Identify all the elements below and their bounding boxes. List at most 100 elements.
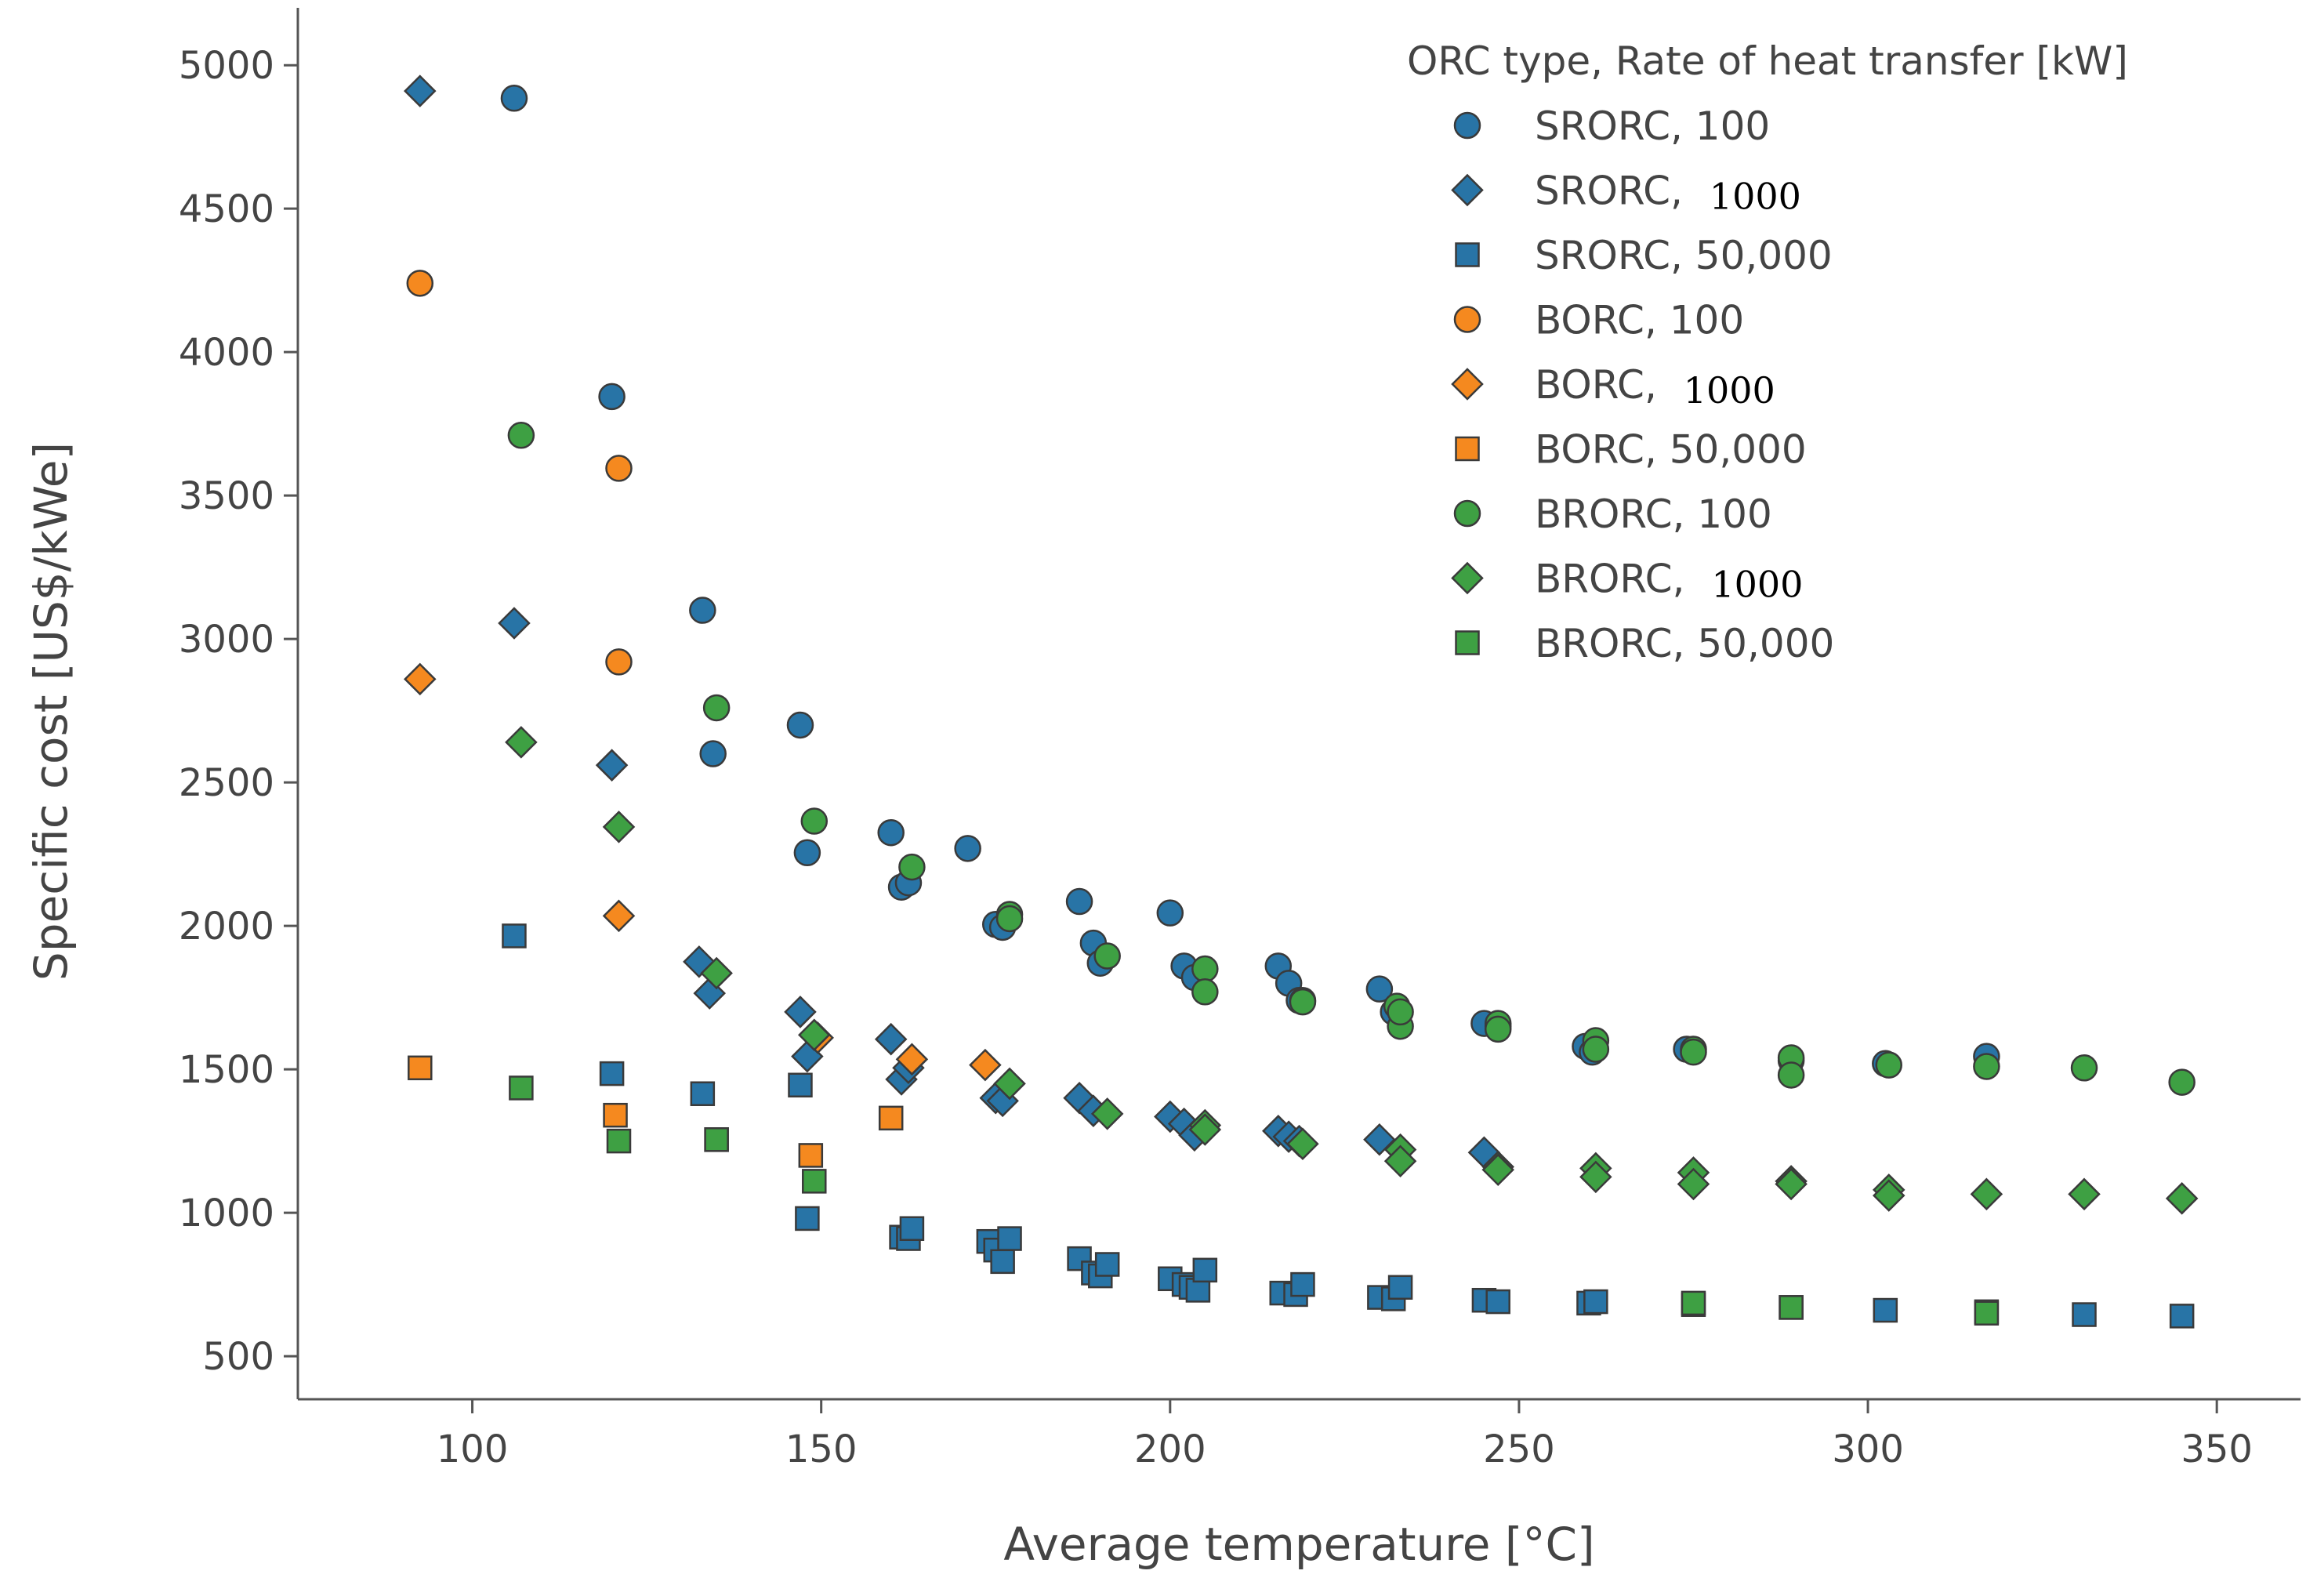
data-point [795, 1206, 820, 1231]
legend-marker [1453, 111, 1481, 140]
legend-item: BORC, 50,000 [1455, 427, 1807, 473]
legend-label-rate: 50,000 [1695, 233, 1833, 278]
data-point [1090, 1097, 1124, 1130]
legend-label-type: BRORC, [1535, 557, 1697, 602]
data-point [877, 818, 905, 847]
data-point [1974, 1300, 2000, 1326]
legend-item: SRORC, 50,000 [1455, 233, 1833, 278]
data-point [1290, 1271, 1315, 1297]
legend-label-rate: 1000 [1684, 369, 1775, 412]
legend-label-rate: 100 [1697, 491, 1771, 537]
data-point [595, 749, 629, 782]
data-point [1192, 1257, 1218, 1283]
data-point [690, 1081, 716, 1106]
legend-item: BRORC, 50,000 [1455, 621, 1834, 666]
data-point [990, 1249, 1015, 1275]
data-point [507, 422, 535, 449]
legend-label-rate: 50,000 [1697, 621, 1834, 666]
data-point [788, 1072, 813, 1098]
data-point [874, 1022, 908, 1056]
legend-item: SRORC, 1000 [1451, 169, 1801, 218]
data-point [1094, 1252, 1120, 1277]
data-point [784, 996, 817, 1028]
data-point [1156, 899, 1184, 927]
legend-label-rate: 50,000 [1670, 427, 1807, 473]
data-point [1188, 1113, 1222, 1146]
data-point [786, 711, 814, 739]
data-point [1485, 1289, 1510, 1315]
data-point [2072, 1302, 2097, 1327]
legend-label-type: BORC, [1535, 427, 1670, 473]
legend-label-rate: 1000 [1711, 564, 1803, 606]
y-axis-title: Specific cost [US$/kWe] [24, 442, 78, 981]
legend-marker [1451, 368, 1484, 401]
data-point [1779, 1295, 1804, 1320]
data-point [1875, 1051, 1903, 1079]
data-point [408, 1055, 433, 1081]
legend-label: BRORC, 100 [1535, 491, 1772, 537]
y-tick-label: 3000 [179, 618, 274, 662]
series-srorc-1000 [404, 74, 1501, 1170]
legend: ORC type, Rate of heat transfer [kW] SROR… [1407, 38, 2128, 666]
legend-label-type: SRORC, [1535, 169, 1695, 214]
data-points [404, 74, 2199, 1329]
data-point [689, 597, 716, 624]
data-point [898, 853, 926, 881]
legend-label: BRORC, 1000 [1535, 557, 1803, 606]
data-point [1191, 978, 1219, 1006]
legend-label: BORC, 100 [1535, 298, 1744, 343]
legend-marker [1451, 561, 1484, 595]
legend-label-type: SRORC, [1535, 233, 1695, 278]
legend-item: SRORC, 100 [1453, 103, 1770, 149]
y-tick-label: 5000 [179, 44, 274, 88]
y-tick-label: 2500 [179, 761, 274, 805]
legend-title: ORC type, Rate of heat transfer [kW] [1407, 38, 2128, 84]
x-tick-label: 150 [785, 1427, 858, 1471]
data-point [2169, 1304, 2195, 1329]
data-point [599, 1061, 625, 1086]
legend-label-rate: 100 [1670, 298, 1744, 343]
data-point [1286, 1127, 1319, 1161]
data-point [798, 1143, 824, 1168]
data-point [404, 662, 437, 696]
data-point [500, 85, 528, 112]
data-point [969, 1048, 1002, 1082]
data-point [878, 1105, 904, 1131]
data-point [603, 1102, 628, 1128]
x-tick-label: 100 [437, 1427, 509, 1471]
data-point [606, 1128, 632, 1154]
legend-marker [1453, 306, 1481, 333]
data-point [802, 1169, 827, 1194]
data-point [1191, 955, 1219, 983]
legend-marker [1455, 436, 1480, 462]
x-tick-label: 350 [2181, 1427, 2253, 1471]
data-point [1677, 1167, 1710, 1201]
legend-label: BRORC, 50,000 [1535, 621, 1834, 666]
data-point [502, 923, 527, 949]
legend-label: SRORC, 50,000 [1535, 233, 1833, 278]
legend-item: BRORC, 1000 [1451, 557, 1803, 606]
data-point [2068, 1177, 2101, 1211]
legend-item: BRORC, 100 [1453, 491, 1772, 537]
legend-label-type: BORC, [1535, 298, 1670, 343]
data-point [1383, 1144, 1417, 1178]
data-point [1065, 887, 1093, 916]
y-tick-label: 4000 [179, 331, 274, 375]
data-point [498, 607, 531, 640]
x-tick-label: 300 [1832, 1427, 1904, 1471]
data-point [605, 455, 633, 482]
data-point [798, 1018, 831, 1051]
data-point [995, 905, 1024, 933]
data-point [1872, 1179, 1905, 1212]
data-point [1481, 1153, 1514, 1186]
data-point [1777, 1061, 1805, 1089]
data-point [704, 1127, 729, 1152]
data-point [1680, 1038, 1707, 1066]
y-tick-label: 2000 [179, 905, 274, 949]
data-point [993, 1067, 1026, 1101]
data-point [1365, 975, 1394, 1003]
data-point [406, 270, 434, 297]
legend-item: BORC, 100 [1453, 298, 1744, 343]
data-point [602, 811, 636, 843]
